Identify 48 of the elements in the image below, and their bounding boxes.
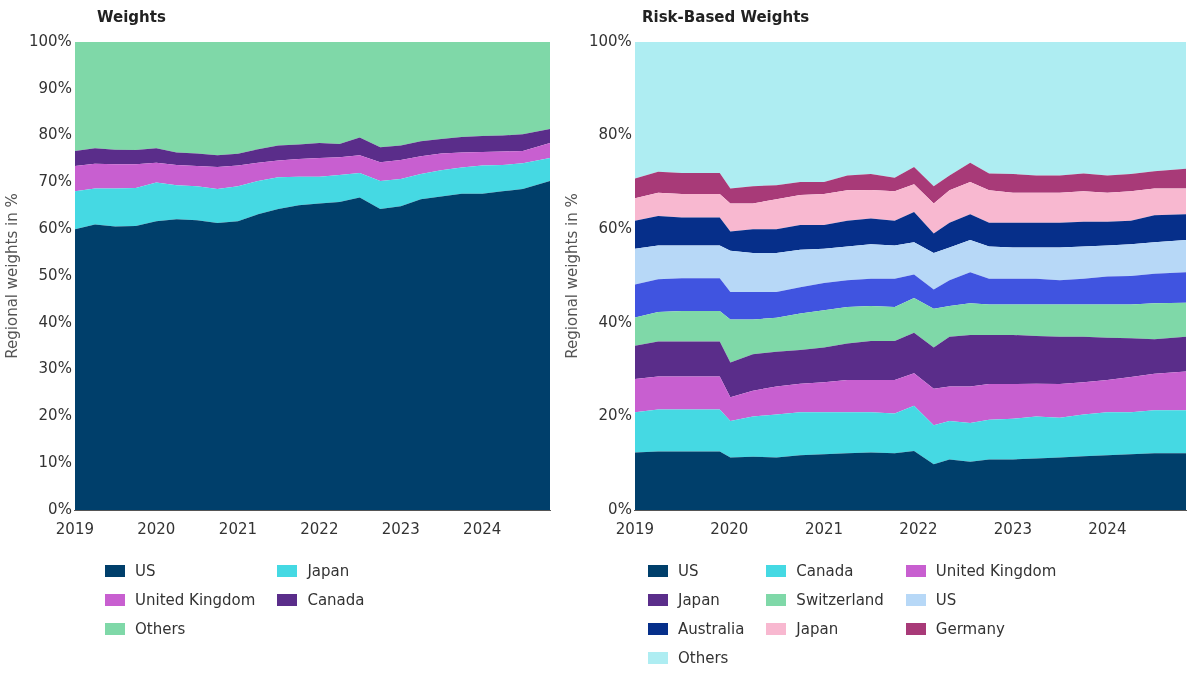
x-tick-label: 2024 bbox=[1088, 519, 1127, 538]
x-tick-label: 2020 bbox=[710, 519, 749, 538]
chart-title: Weights bbox=[97, 8, 166, 26]
legend-label: Canada bbox=[307, 591, 365, 609]
chart-title: Risk-Based Weights bbox=[642, 8, 810, 26]
x-tick-label: 2019 bbox=[615, 519, 654, 538]
legend-label: US bbox=[135, 562, 156, 580]
y-tick-label: 60% bbox=[38, 219, 72, 238]
legend-label: Japan bbox=[678, 591, 720, 609]
y-tick-label: 40% bbox=[598, 312, 632, 331]
legend-label: Germany bbox=[935, 620, 1005, 638]
x-tick-label: 2021 bbox=[218, 519, 258, 538]
legend-label: United Kingdom bbox=[935, 562, 1057, 580]
y-tick-label: 10% bbox=[38, 453, 72, 472]
y-tick-label: 20% bbox=[598, 406, 632, 425]
x-tick-label: 2024 bbox=[463, 519, 502, 538]
y-tick-label: 0% bbox=[608, 499, 632, 518]
y-tick-label: 100% bbox=[588, 31, 632, 50]
legend-label: Switzerland bbox=[796, 591, 884, 609]
y-tick-label: 80% bbox=[38, 125, 72, 144]
y-tick-label: 60% bbox=[598, 219, 632, 238]
legend-label: Japan bbox=[307, 562, 350, 580]
legend-label: United Kingdom bbox=[135, 591, 256, 609]
y-tick-label: 90% bbox=[38, 78, 72, 97]
y-axis-title: Regional weights in % bbox=[562, 193, 581, 359]
y-tick-label: 30% bbox=[38, 359, 72, 378]
y-tick-label: 80% bbox=[598, 125, 632, 144]
legend-label: Others bbox=[678, 649, 729, 667]
x-tick-label: 2022 bbox=[899, 519, 938, 538]
x-tick-label: 2023 bbox=[381, 519, 420, 538]
legend-label: US bbox=[935, 591, 957, 609]
legend-label: US bbox=[678, 562, 699, 580]
x-tick-label: 2019 bbox=[55, 519, 94, 538]
legend-label: Canada bbox=[796, 562, 854, 580]
y-tick-label: 40% bbox=[38, 312, 72, 331]
x-tick-label: 2021 bbox=[804, 519, 844, 538]
y-tick-label: 20% bbox=[38, 406, 72, 425]
legend-label: Japan bbox=[796, 620, 839, 638]
y-tick-label: 70% bbox=[38, 172, 72, 191]
legend-label: Others bbox=[135, 620, 186, 638]
x-tick-label: 2023 bbox=[993, 519, 1032, 538]
y-tick-label: 50% bbox=[38, 265, 72, 284]
y-axis-title: Regional weights in % bbox=[2, 193, 21, 359]
y-tick-label: 100% bbox=[28, 31, 72, 50]
y-tick-label: 0% bbox=[48, 499, 72, 518]
legend-label: Australia bbox=[678, 620, 745, 638]
x-tick-label: 2022 bbox=[300, 519, 339, 538]
x-tick-label: 2020 bbox=[137, 519, 176, 538]
